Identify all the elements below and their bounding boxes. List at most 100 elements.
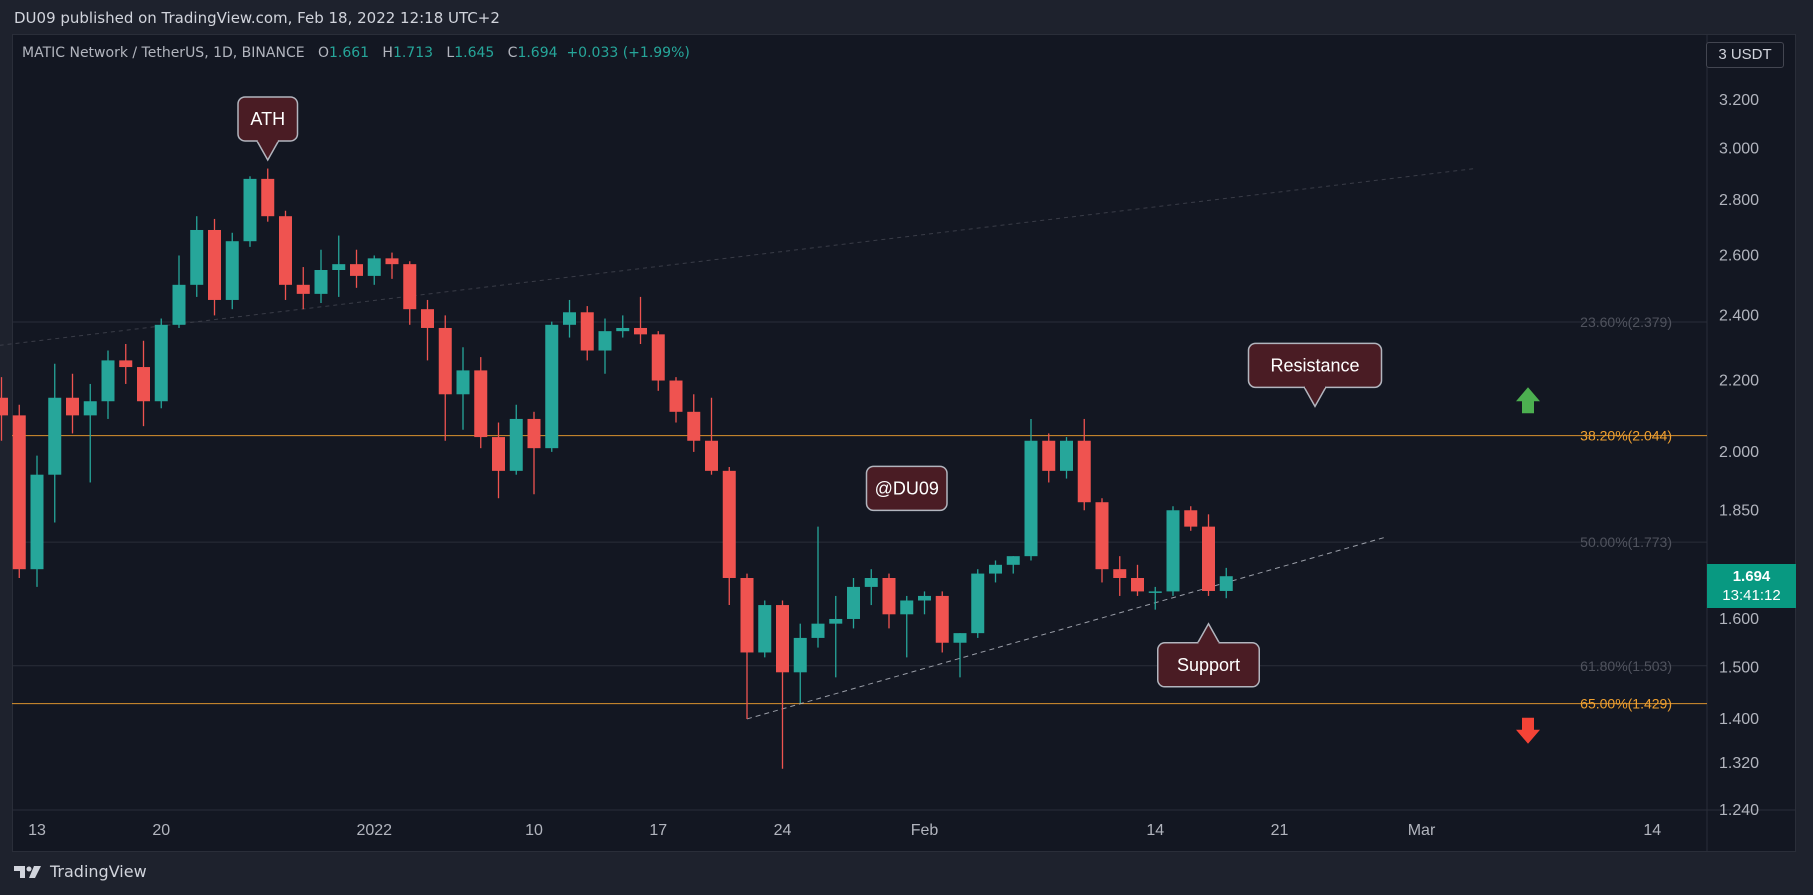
price-tick-label: 1.400: [1719, 711, 1759, 728]
last-price-value: 1.694: [1732, 568, 1771, 585]
candle-body: [900, 600, 914, 615]
chart-pane[interactable]: [12, 34, 1796, 852]
candle-body: [1113, 569, 1127, 578]
candle-body: [101, 360, 115, 402]
candle-body: [1184, 510, 1198, 527]
price-tick-label: 2.000: [1719, 444, 1759, 461]
candle-body: [847, 586, 860, 619]
time-axis[interactable]: 13 20 2022 10 17 24 Feb 14 21 Mar 14: [28, 822, 1661, 839]
candle-body: [314, 270, 328, 294]
time-tick-label: 10: [525, 822, 543, 839]
candle-body: [651, 334, 665, 381]
candle-body: [971, 573, 985, 634]
candle-body: [48, 397, 62, 475]
candle-body: [616, 327, 630, 332]
fib-level-label: 38.20%(2.044): [1580, 428, 1672, 444]
time-tick-label: 14: [1643, 822, 1661, 839]
candle-body: [154, 324, 168, 402]
price-tick-label: 2.400: [1719, 307, 1759, 324]
candle-body: [953, 633, 967, 643]
candle-body: [225, 241, 239, 300]
candle-body: [403, 264, 417, 310]
candle-body: [83, 401, 97, 416]
arrow-down-icon: [1516, 717, 1540, 744]
candle-body: [918, 595, 931, 601]
price-tick-label: 1.240: [1719, 802, 1759, 819]
candle-body: [793, 637, 807, 673]
candle-body: [1131, 577, 1144, 592]
candle-body: [527, 418, 541, 449]
change-value: +0.033 (+1.99%): [566, 45, 690, 61]
close-label: C: [507, 45, 518, 61]
grid-lines: [12, 35, 1796, 851]
candle-body: [190, 229, 204, 285]
callout-text: ATH: [250, 109, 285, 129]
trendline: [746, 536, 1387, 720]
price-tick-label: 3.200: [1719, 92, 1759, 109]
candle-body: [509, 418, 523, 471]
candle-body: [332, 264, 346, 271]
candle-body: [758, 605, 772, 653]
candle-body: [1077, 440, 1091, 503]
candle-body: [705, 440, 718, 471]
time-tick-label: 24: [774, 822, 792, 839]
high-label: H: [382, 45, 393, 61]
candle-body: [1024, 440, 1038, 557]
time-tick-label: 20: [152, 822, 170, 839]
fib-level-label: 61.80%(1.503): [1580, 658, 1672, 674]
candle-body: [722, 470, 736, 578]
time-tick-label: 14: [1146, 822, 1164, 839]
candle-body: [811, 623, 825, 638]
candle-body: [935, 595, 949, 643]
candle-body: [669, 380, 683, 412]
time-tick-label: Feb: [911, 822, 939, 839]
fib-level-label: 23.60%(2.379): [1580, 314, 1672, 330]
candle-body: [492, 437, 505, 471]
candle-body: [208, 229, 221, 300]
candle-body: [119, 360, 133, 368]
candle-body: [829, 618, 843, 624]
candle-body: [634, 327, 647, 335]
open-label: O: [317, 45, 329, 61]
candle-body: [598, 331, 612, 351]
candles: [0, 168, 1233, 769]
candle-body: [438, 327, 452, 395]
price-tick-label: 2.600: [1719, 247, 1759, 264]
candle-body: [882, 577, 896, 615]
published-caption: DU09 published on TradingView.com, Feb 1…: [14, 9, 500, 27]
price-tick-label: 1.850: [1719, 502, 1759, 519]
trendlines: [0, 168, 1475, 720]
candle-body: [1202, 526, 1215, 591]
candle-body: [279, 216, 292, 285]
time-tick-label: 21: [1271, 822, 1289, 839]
candle-body: [0, 397, 8, 416]
price-tick-label: 1.320: [1719, 755, 1759, 772]
candle-body: [474, 370, 488, 438]
time-tick-label: 17: [649, 822, 667, 839]
candle-body: [1219, 576, 1233, 591]
low-label: L: [446, 45, 455, 61]
candle-body: [243, 178, 257, 242]
arrow-up-icon: [1516, 387, 1540, 414]
candle-body: [367, 258, 381, 276]
callout-pointer: [1196, 622, 1221, 644]
candle-body: [12, 415, 26, 570]
candle-body: [1095, 502, 1109, 570]
low-value: 1.645: [454, 45, 495, 61]
currency-button[interactable]: 3 USDT: [1706, 42, 1784, 68]
candle-body: [1006, 556, 1020, 565]
candle-body: [421, 309, 434, 328]
candle-body: [989, 564, 1002, 574]
candle-body: [385, 258, 399, 265]
price-axis[interactable]: 3.200 3.000 2.800 2.600 2.400 2.200 2.000 1.850…: [1719, 92, 1759, 819]
candle-body: [66, 397, 79, 416]
callout-text: @DU09: [875, 478, 939, 498]
callout-text: Resistance: [1270, 355, 1359, 375]
tradingview-logo-icon: [14, 864, 44, 880]
fib-level-label: 50.00%(1.773): [1580, 534, 1672, 550]
close-value: 1.694: [517, 45, 558, 61]
callout-text: Support: [1177, 655, 1240, 675]
candle-body: [296, 284, 310, 294]
open-value: 1.661: [328, 45, 370, 61]
